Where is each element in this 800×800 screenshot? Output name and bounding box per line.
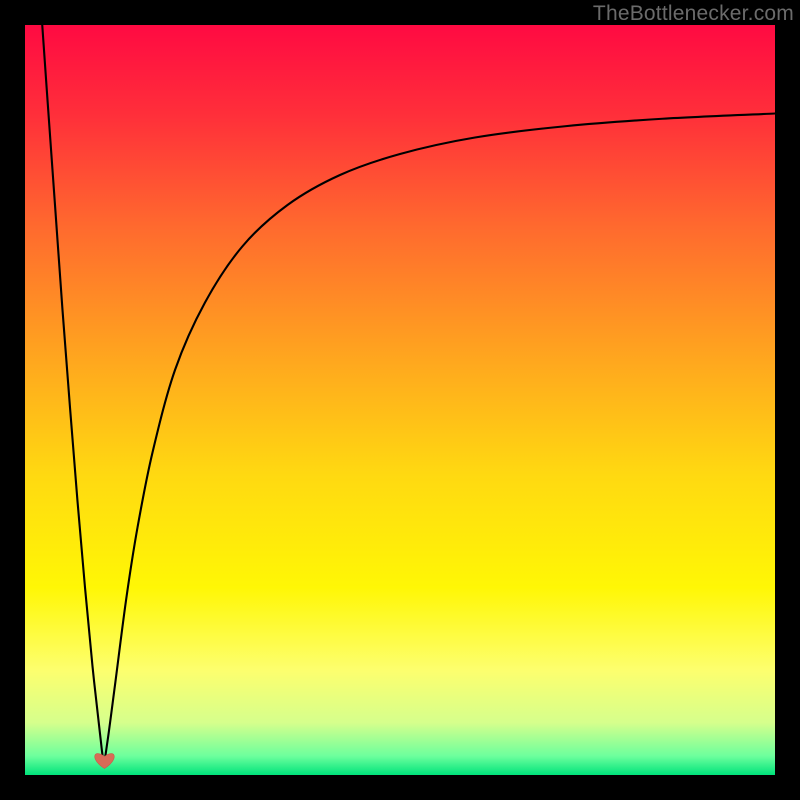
plot-background-gradient <box>25 25 775 775</box>
bottleneck-chart-svg <box>0 0 800 800</box>
watermark-text: TheBottlenecker.com <box>593 2 794 26</box>
chart-container: TheBottlenecker.com <box>0 0 800 800</box>
